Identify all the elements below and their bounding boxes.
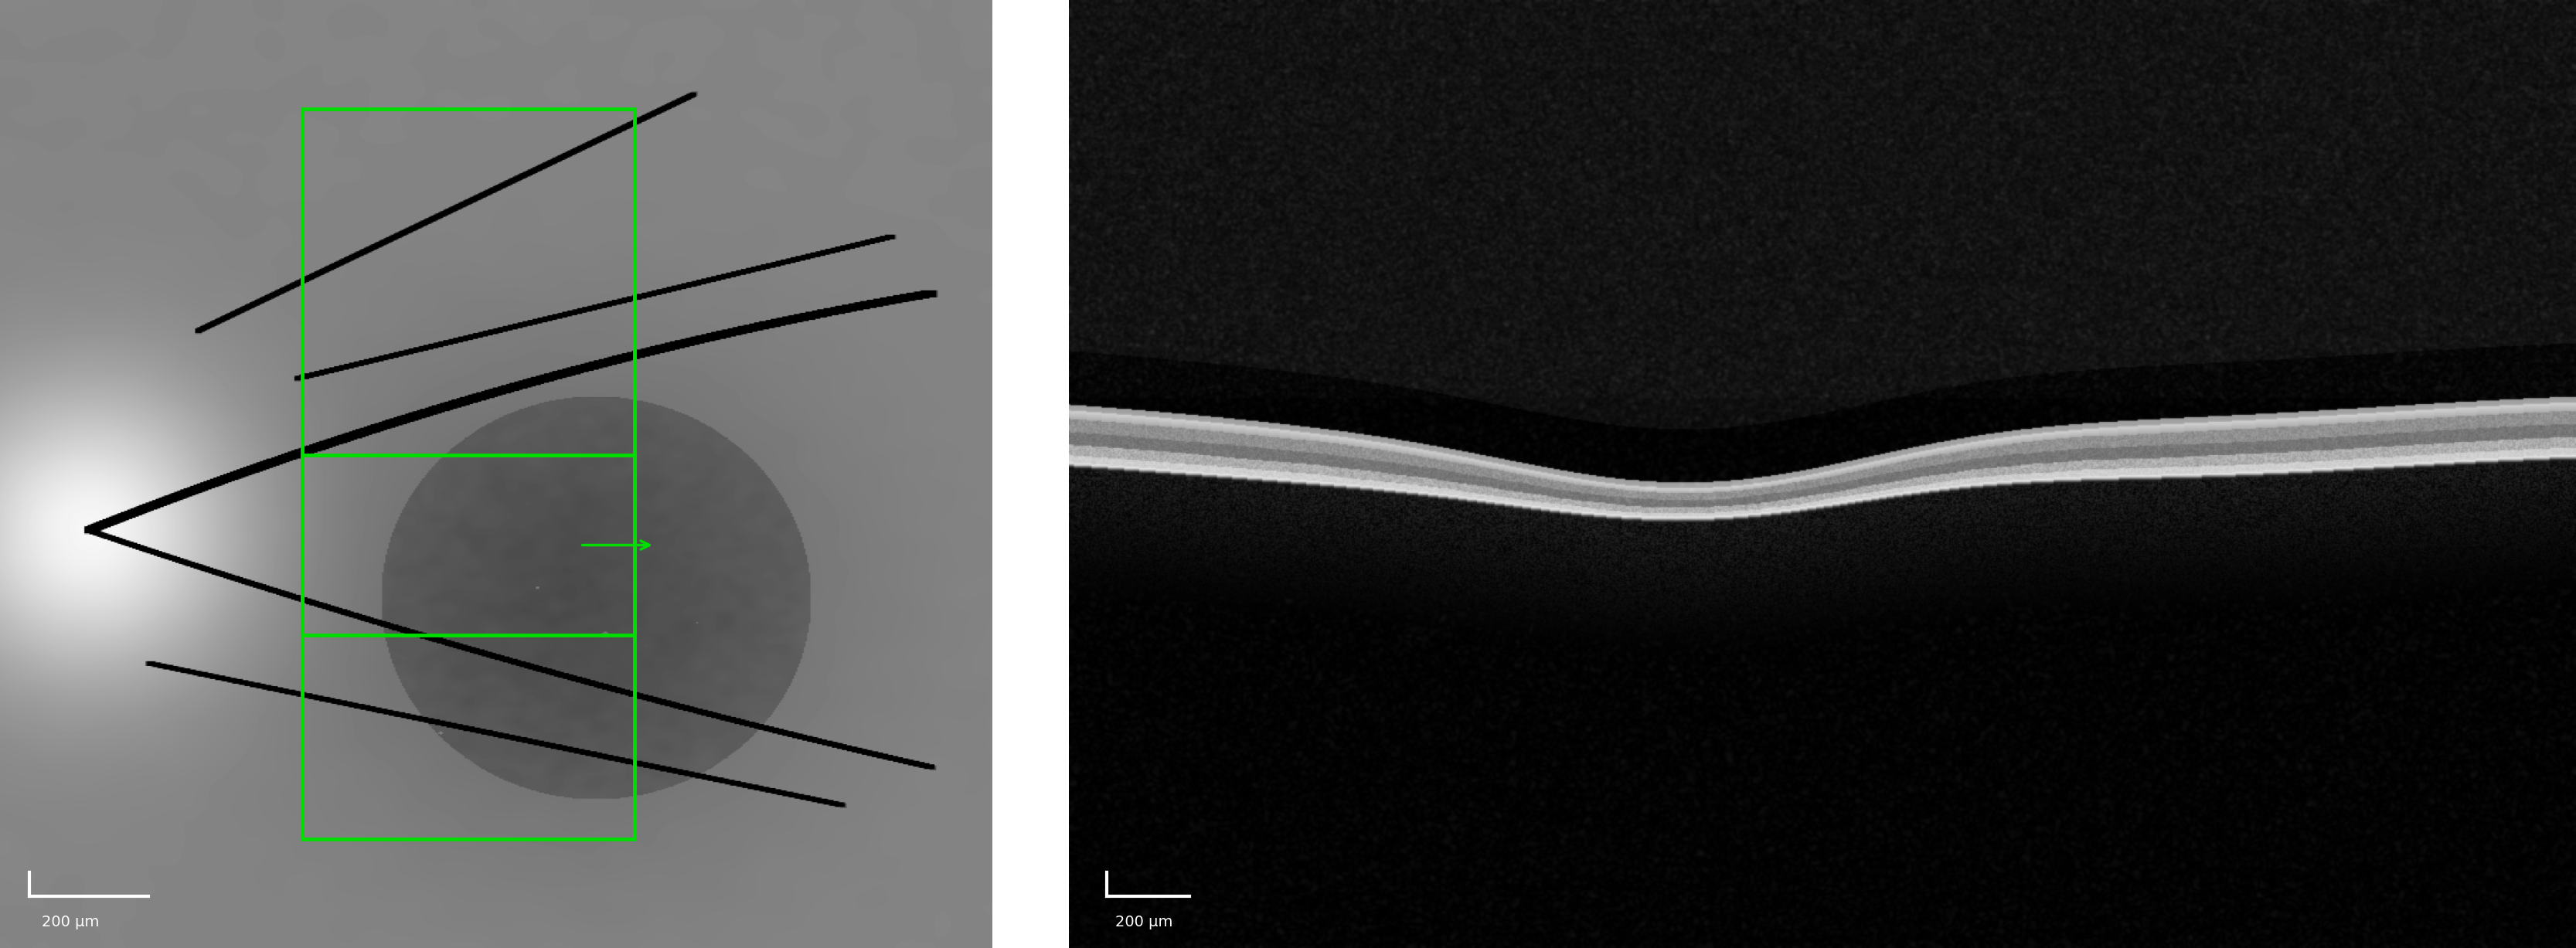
Text: 200 μm: 200 μm: [41, 915, 98, 929]
Bar: [301, 455, 634, 635]
Text: 200 μm: 200 μm: [1115, 915, 1172, 929]
Bar: [301, 109, 634, 839]
